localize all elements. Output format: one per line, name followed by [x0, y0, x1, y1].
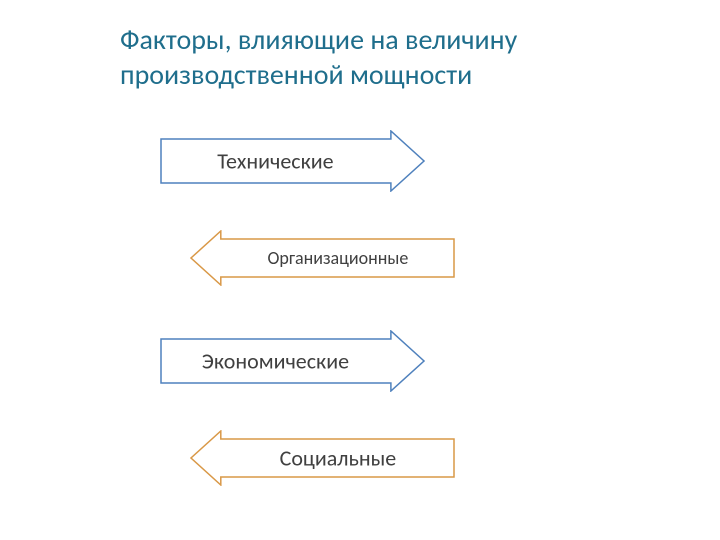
arrow-label: Экономические	[202, 348, 349, 375]
slide-title: Факторы, влияющие на величину производст…	[120, 22, 620, 92]
arrow-label: Социальные	[280, 445, 397, 472]
arrow-block: Технические	[160, 130, 425, 192]
arrow-label: Организационные	[267, 247, 408, 269]
arrow-block: Организационные	[190, 230, 455, 286]
arrow-label: Технические	[217, 148, 333, 175]
arrow-block: Социальные	[190, 430, 455, 486]
arrow-block: Экономические	[160, 330, 425, 392]
